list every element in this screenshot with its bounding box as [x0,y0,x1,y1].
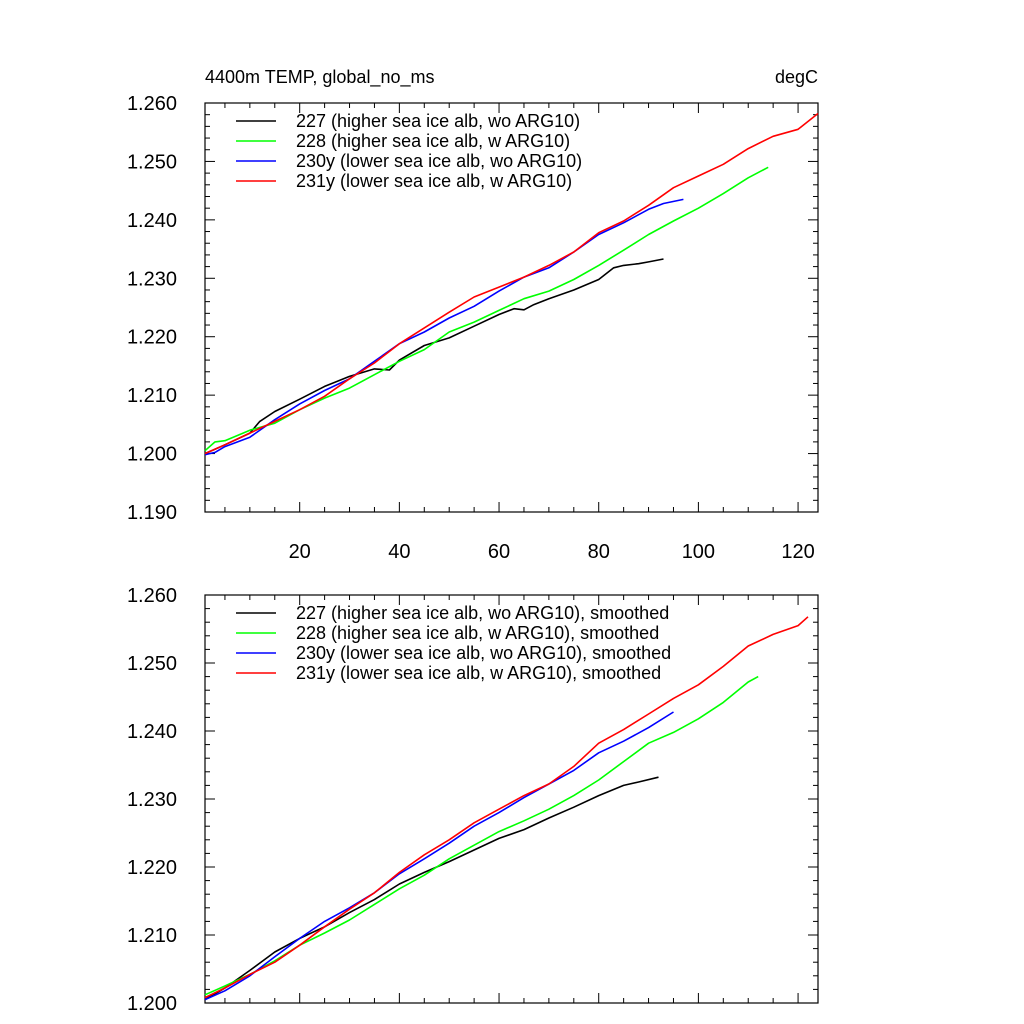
x-tick-label: 120 [781,541,814,563]
series-line-4 [204,112,819,455]
plot-frame [204,102,819,513]
y-tick-label: 1.200 [127,444,177,466]
legend-label-3: 230y (lower sea ice alb, wo ARG10) [296,151,582,171]
series-line-3 [204,711,674,1001]
y-tick-label: 1.250 [127,151,177,173]
x-tick-label: 20 [289,541,311,563]
units-label: degC [775,67,818,87]
legend-label-1: 227 (higher sea ice alb, wo ARG10), smoo… [296,603,669,623]
x-tick-label: 80 [588,541,610,563]
legend-label-2: 228 (higher sea ice alb, w ARG10), smoot… [296,623,659,643]
legend-label-2: 228 (higher sea ice alb, w ARG10) [296,131,570,151]
series-line-1 [204,258,664,455]
y-tick-label: 1.260 [127,585,177,607]
y-tick-label: 1.240 [127,721,177,743]
y-tick-label: 1.210 [127,385,177,407]
y-tick-label: 1.260 [127,93,177,115]
series-line-3 [204,198,684,456]
y-tick-label: 1.210 [127,925,177,947]
legend-label-4: 231y (lower sea ice alb, w ARG10) [296,171,572,191]
chart-panel-1: 4400m TEMP, global_no_ms degC 1.190 1.200 1.… [127,67,819,563]
x-tick-label: 60 [488,541,510,563]
y-tick-label: 1.240 [127,210,177,232]
legend-label-4: 231y (lower sea ice alb, w ARG10), smoot… [296,663,661,683]
legend-label-3: 230y (lower sea ice alb, wo ARG10), smoo… [296,643,671,663]
series-line-4 [204,616,809,999]
series-line-2 [204,166,769,452]
x-tick-label: 40 [388,541,410,563]
y-tick-label: 1.230 [127,789,177,811]
series-line-1 [204,776,659,1001]
chart-panel-2: 1.200 1.210 1.220 1.230 1.240 1.250 1.260 227 (… [127,585,819,1015]
chart-title: 4400m TEMP, global_no_ms [205,67,434,88]
y-tick-label: 1.250 [127,653,177,675]
y-tick-label: 1.220 [127,857,177,879]
y-tick-label: 1.230 [127,268,177,290]
x-tick-label: 100 [682,541,715,563]
legend-label-1: 227 (higher sea ice alb, wo ARG10) [296,111,580,131]
y-tick-label: 1.190 [127,502,177,524]
y-tick-label: 1.200 [127,993,177,1015]
y-tick-label: 1.220 [127,327,177,349]
